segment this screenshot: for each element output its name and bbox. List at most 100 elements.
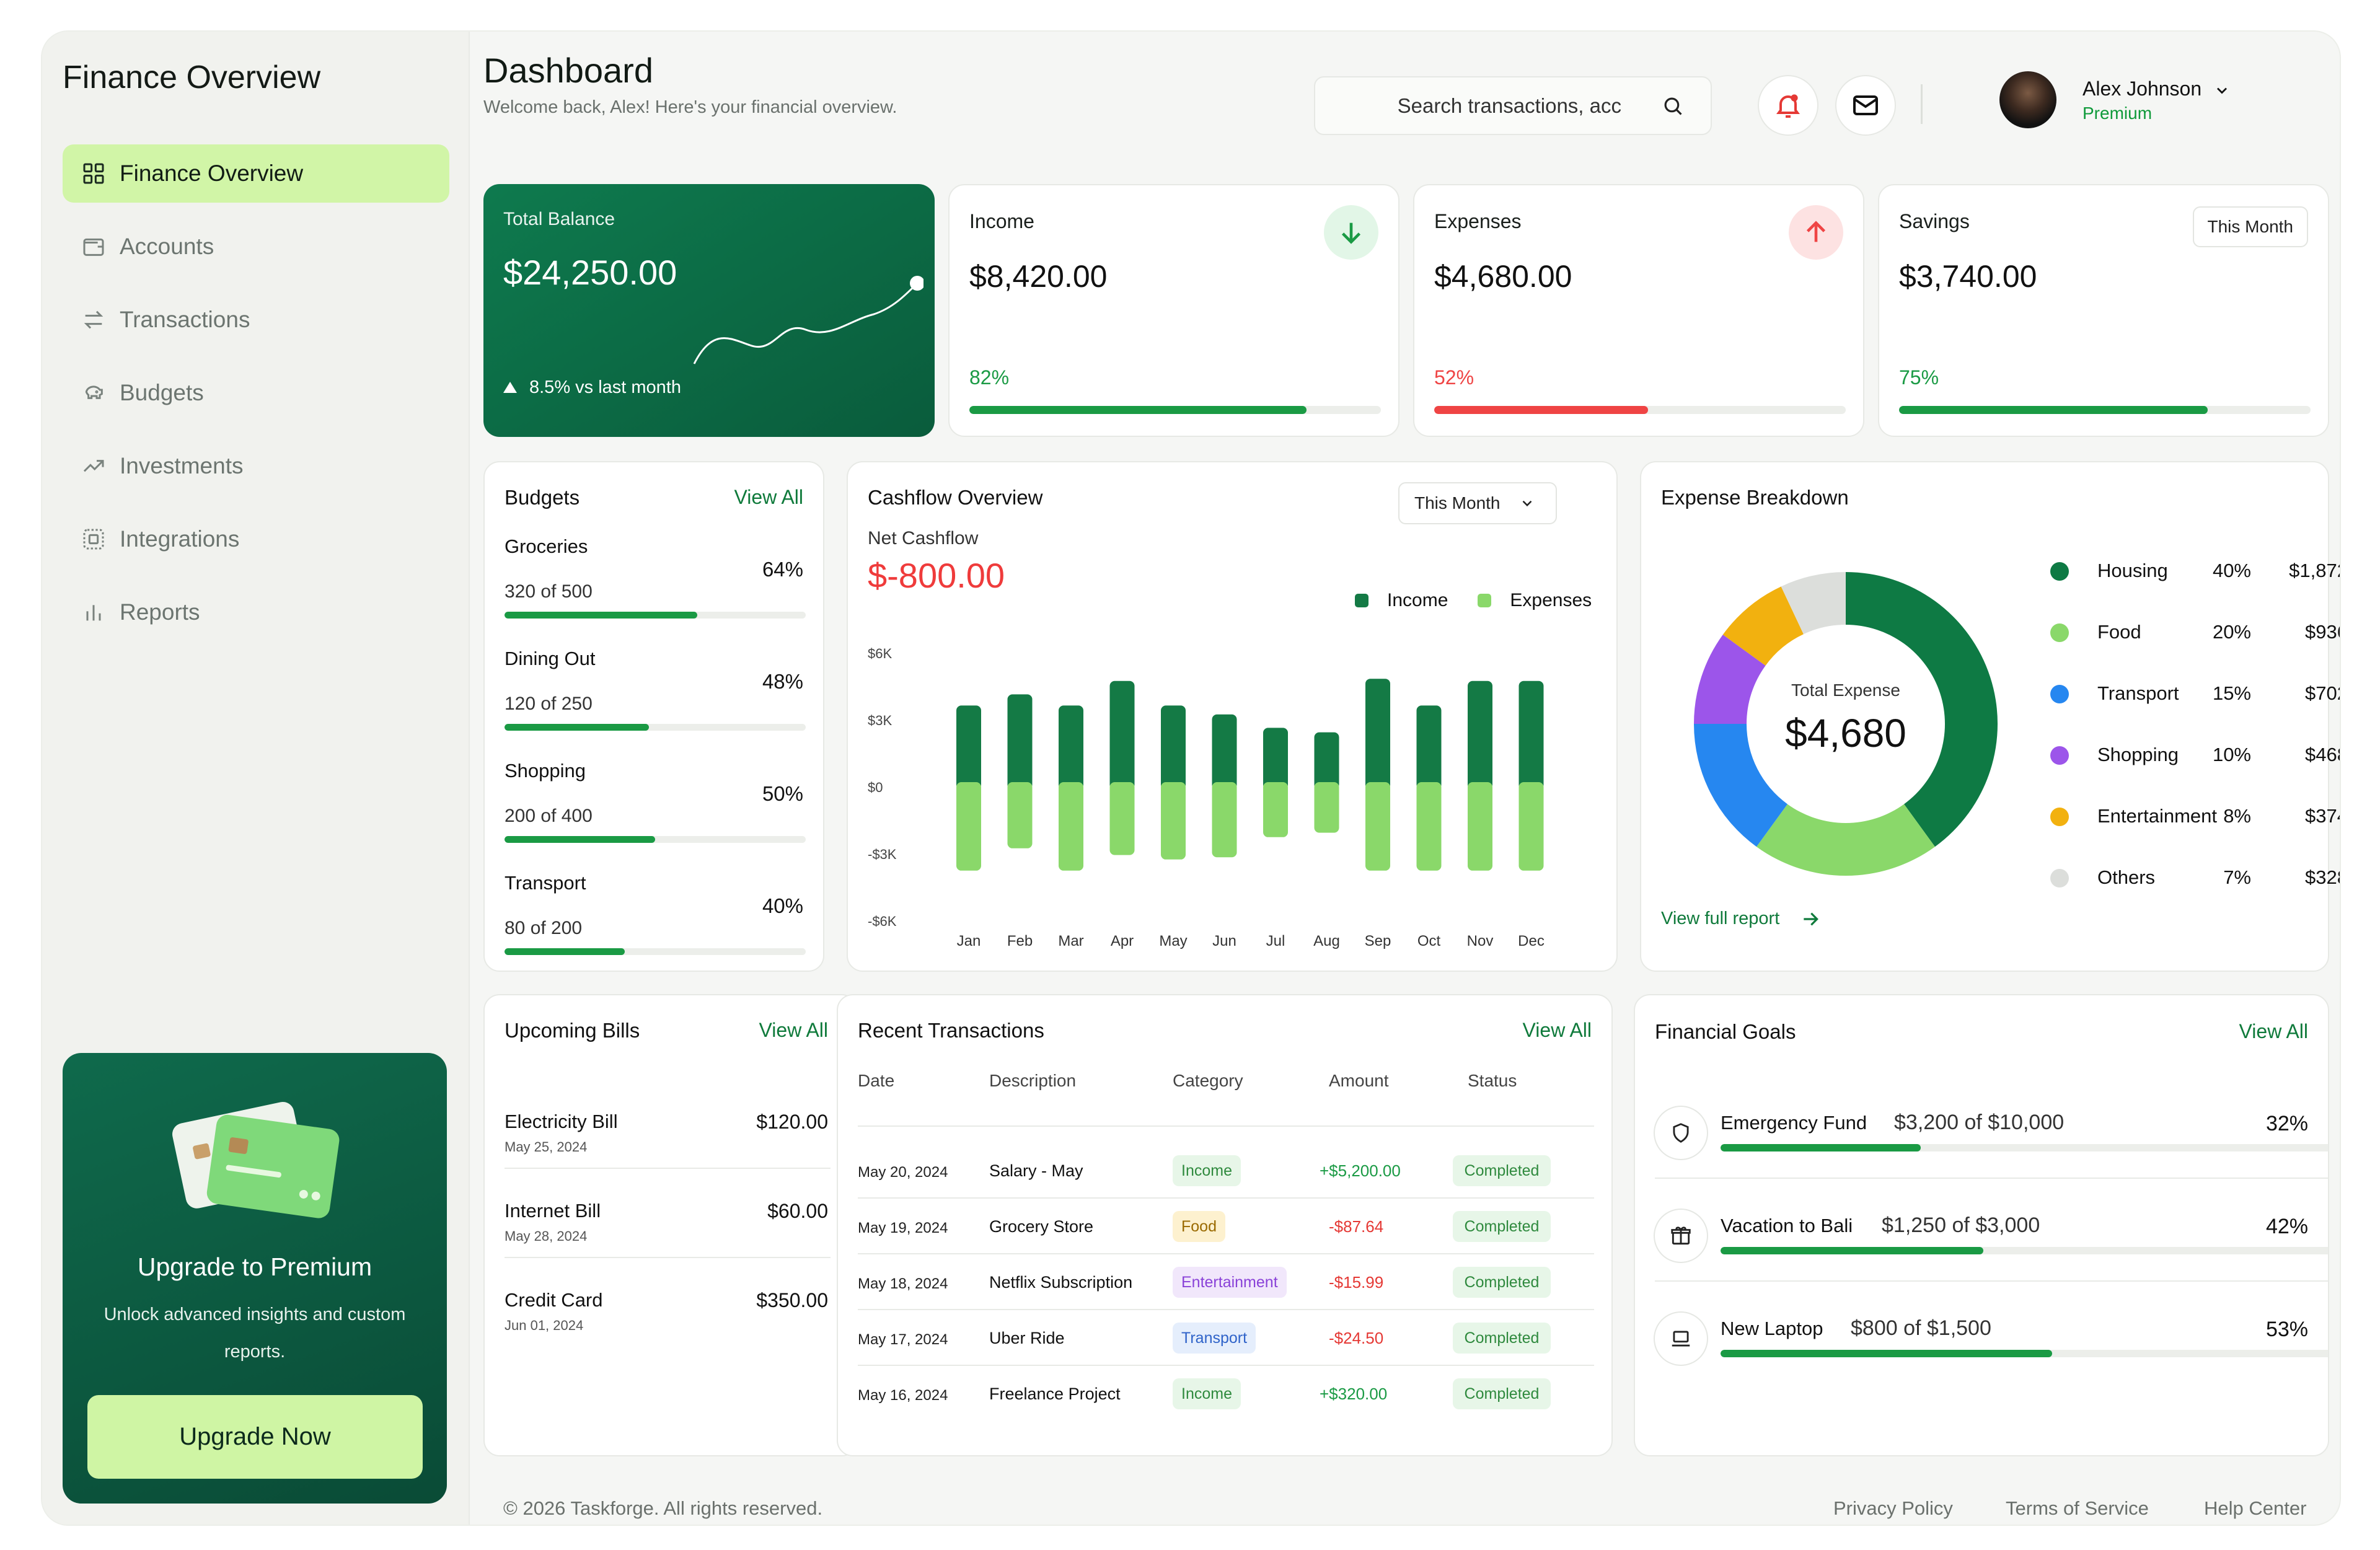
legend-color-dot	[2050, 623, 2069, 642]
promo-subtitle: Unlock advanced insights and custom repo…	[104, 1305, 406, 1362]
savings-percent: 75%	[1899, 366, 1939, 389]
total-balance-card: Total Balance $24,250.00 8.5% vs last mo…	[483, 184, 935, 437]
legend-percent: 8%	[2223, 805, 2251, 827]
credit-cards-icon	[172, 1101, 340, 1218]
user-name: Alex Johnson	[2082, 77, 2202, 100]
chevron-down-icon	[2217, 87, 2228, 94]
budgets-view-all-link[interactable]: View All	[734, 486, 803, 508]
legend-amount: $1,872	[2289, 560, 2340, 581]
sidebar-item-investments[interactable]: Investments	[63, 437, 449, 495]
expense-donut-chart	[1694, 572, 1998, 876]
income-bar	[1109, 680, 1135, 790]
header-divider	[1921, 84, 1923, 124]
column-header: Date	[858, 1071, 895, 1090]
tx-description: Salary - May	[989, 1161, 1083, 1180]
shield-icon	[1673, 1123, 1689, 1143]
goals-view-all-link[interactable]: View All	[2239, 1020, 2308, 1042]
legend-color-dot	[2050, 746, 2069, 765]
footer-privacy-link[interactable]: Privacy Policy	[1833, 1497, 1953, 1519]
expense-bar	[1518, 782, 1544, 871]
expense-bar	[1109, 782, 1135, 855]
search-input[interactable]: Search transactions, acc	[1314, 76, 1712, 135]
donut-slice	[1694, 634, 1766, 724]
status-badge: Completed	[1453, 1211, 1551, 1242]
expense-bar	[1161, 782, 1186, 860]
bill-amount: $350.00	[756, 1289, 828, 1311]
cashflow-bar-chart: $6K $3K $0 -$3K -$6K Jan Feb Mar Apr May Jun Jul Aug…	[868, 646, 1545, 949]
wallet-icon	[83, 238, 104, 256]
bill-date: Jun 01, 2024	[505, 1318, 584, 1333]
cashflow-period-select[interactable]: This Month	[1398, 482, 1557, 524]
expense-bar	[1314, 782, 1339, 833]
legend-amount: $374	[2305, 805, 2340, 827]
user-menu[interactable]: Alex Johnson	[2082, 77, 2231, 100]
goal-progress-text: $1,250 of $3,000	[1882, 1213, 2040, 1237]
transfer-icon	[84, 310, 104, 329]
sidebar-item-transactions[interactable]: Transactions	[63, 291, 449, 349]
category-badge: Transport	[1173, 1323, 1256, 1354]
bills-view-all-link[interactable]: View All	[759, 1019, 828, 1041]
legend-category: Transport	[2097, 682, 2179, 704]
transactions-view-all-link[interactable]: View All	[1522, 1019, 1592, 1041]
tx-date: May 18, 2024	[858, 1275, 948, 1292]
x-tick-label: Feb	[1007, 933, 1033, 949]
goal-progress-text: $800 of $1,500	[1851, 1316, 1991, 1340]
budget-progress-fill	[505, 724, 650, 731]
income-bar	[1263, 728, 1288, 790]
donut-slice	[1846, 572, 1998, 847]
x-tick-label: Jan	[957, 933, 981, 949]
upgrade-now-button[interactable]: Upgrade Now	[87, 1395, 423, 1479]
footer-help-link[interactable]: Help Center	[2204, 1497, 2307, 1519]
budgets-card: Budgets View All Groceries 64% 320 of 500 D…	[483, 461, 824, 972]
bill-name: Credit Card	[505, 1289, 603, 1311]
budgets-title: Budgets	[505, 486, 580, 509]
balance-change: 8.5% vs last month	[503, 377, 681, 398]
income-bar	[1518, 680, 1544, 790]
sidebar-item-integrations[interactable]: Integrations	[63, 510, 449, 568]
piggy-bank-icon	[85, 385, 103, 399]
legend-percent: 40%	[2212, 560, 2251, 581]
goals-title: Financial Goals	[1655, 1020, 1796, 1043]
sidebar-item-accounts[interactable]: Accounts	[63, 218, 449, 276]
cashflow-card: Cashflow Overview This Month Net Cashflo…	[847, 461, 1618, 972]
donut-center-label: Total Expense	[1791, 680, 1900, 700]
app-window: Finance Overview Finance Overview Accoun…	[41, 30, 2341, 1526]
sidebar-item-budgets[interactable]: Budgets	[63, 364, 449, 422]
bar-chart-icon	[86, 605, 101, 621]
donut-slice	[1722, 586, 1804, 666]
savings-period-select[interactable]: This Month	[2192, 206, 2308, 247]
net-cashflow-value: $-800.00	[868, 556, 1005, 595]
legend-percent: 7%	[2223, 866, 2251, 888]
income-bar	[1468, 680, 1492, 790]
sidebar-item-finance-overview[interactable]: Finance Overview	[63, 144, 449, 203]
legend-percent: 10%	[2212, 744, 2251, 765]
view-full-report-text: View full report	[1661, 909, 1780, 928]
legend-percent: 20%	[2212, 621, 2251, 643]
chevron-down-icon	[1522, 500, 1532, 507]
tx-amount: -$24.50	[1329, 1329, 1384, 1347]
budget-used: 320 of 500	[505, 581, 593, 602]
messages-button[interactable]	[1835, 75, 1896, 136]
goal-name: Emergency Fund	[1721, 1112, 1867, 1134]
page-subtitle: Welcome back, Alex! Here's your financia…	[483, 97, 897, 117]
goal-progress-bar	[1721, 1350, 2328, 1357]
tx-amount: -$87.64	[1329, 1217, 1384, 1236]
tx-date: May 19, 2024	[858, 1220, 948, 1236]
view-full-report-link[interactable]: View full report	[1661, 909, 1820, 929]
income-progress-fill	[969, 406, 1307, 414]
cashflow-period-value: This Month	[1414, 493, 1501, 513]
donut-slice	[1781, 572, 1846, 635]
y-tick-label: $0	[868, 780, 883, 795]
tx-amount: +$5,200.00	[1320, 1161, 1401, 1180]
goal-icon-wrapper	[1654, 1209, 1708, 1263]
legend-category: Others	[2097, 866, 2156, 888]
avatar[interactable]	[1999, 71, 2056, 128]
goal-name: New Laptop	[1721, 1318, 1823, 1339]
footer-terms-link[interactable]: Terms of Service	[2006, 1497, 2149, 1519]
tx-date: May 17, 2024	[858, 1331, 948, 1348]
income-bar	[1007, 694, 1033, 790]
notifications-button[interactable]	[1758, 75, 1818, 136]
goal-icon-wrapper	[1654, 1106, 1708, 1160]
sidebar-item-reports[interactable]: Reports	[63, 583, 449, 641]
balance-change-text: 8.5% vs last month	[529, 377, 681, 397]
